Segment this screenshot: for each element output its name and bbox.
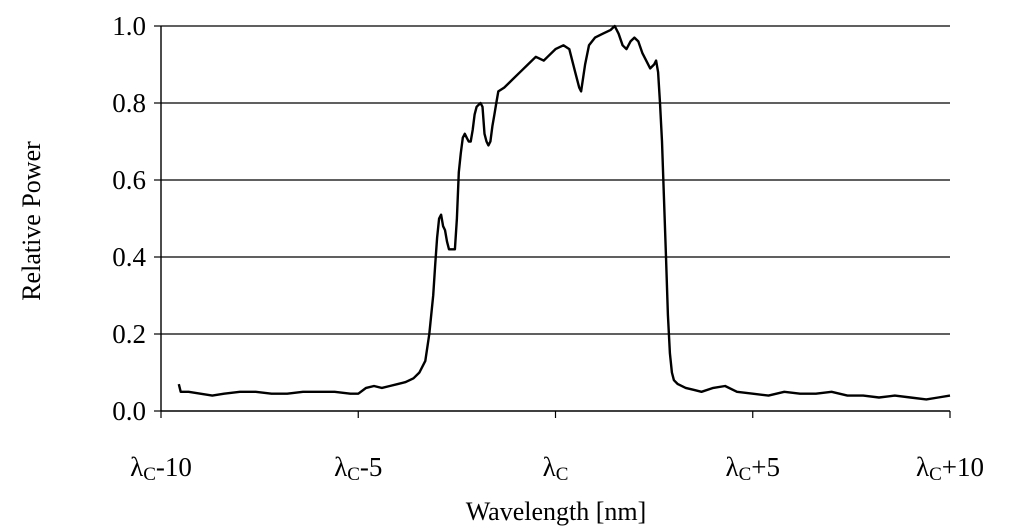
y-tick-label: 0.0: [112, 396, 146, 426]
y-axis-label: Relative Power: [17, 141, 46, 301]
x-tick-label: λC: [543, 452, 569, 485]
axes: [154, 25, 951, 418]
x-tick-subscript: C: [739, 464, 752, 485]
y-tick-label: 0.2: [112, 319, 146, 349]
x-tick-base: λ: [725, 452, 738, 482]
y-tick-labels: 0.0 0.2 0.4 0.6 0.8 1.0: [112, 11, 146, 426]
x-tick-label: λC-5: [334, 452, 382, 485]
x-tick-subscript: C: [929, 464, 942, 485]
x-axis-label: Wavelength [nm]: [466, 497, 647, 526]
x-tick-suffix: -10: [156, 452, 192, 482]
series-layer: [177, 24, 951, 401]
x-tick-subscript: C: [347, 464, 360, 485]
x-tick-base: λ: [543, 452, 556, 482]
x-tick-labels: λC-10 λC-5 λC λC+5 λC+10: [130, 452, 984, 485]
x-tick-suffix: +10: [942, 452, 984, 482]
x-tick-label: λC+5: [725, 452, 780, 485]
x-tick-suffix: +5: [751, 452, 780, 482]
x-tick-base: λ: [334, 452, 347, 482]
series-line-0: [177, 24, 951, 401]
x-tick-label: λC-10: [130, 452, 192, 485]
x-tick-base: λ: [130, 452, 143, 482]
gridlines: [161, 25, 950, 335]
y-tick-label: 0.6: [112, 165, 146, 195]
x-tick-label: λC+10: [916, 452, 984, 485]
x-tick-subscript: C: [556, 464, 569, 485]
x-tick-suffix: -5: [360, 452, 383, 482]
x-tick-base: λ: [916, 452, 929, 482]
y-tick-label: 0.8: [112, 88, 146, 118]
y-tick-label: 0.4: [112, 242, 146, 272]
x-tick-subscript: C: [143, 464, 156, 485]
y-tick-label: 1.0: [112, 11, 146, 41]
